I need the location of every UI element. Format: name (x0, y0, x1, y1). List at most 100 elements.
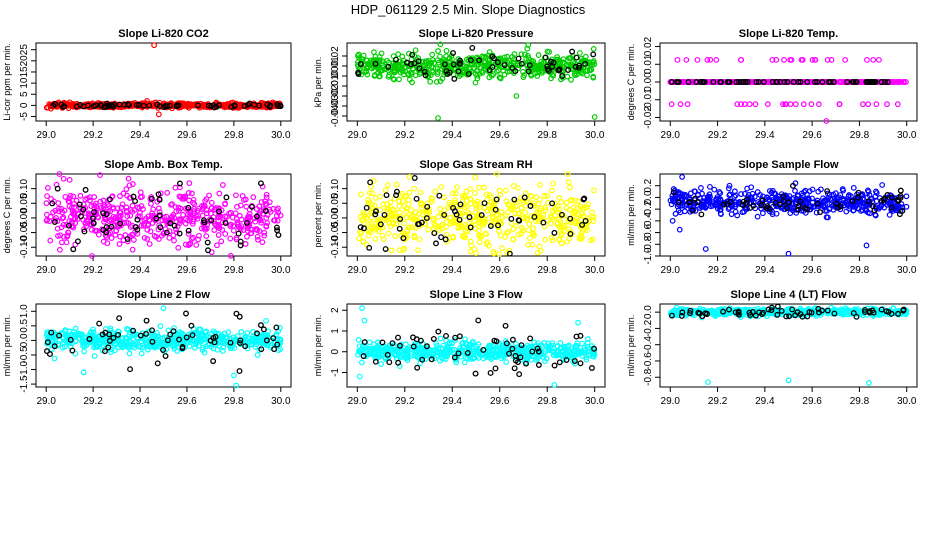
x-tick-label: 29.4 (443, 265, 463, 276)
highlight-point (125, 102, 132, 108)
outlier-point (702, 246, 709, 252)
highlight-point (372, 60, 379, 67)
highlight-point (60, 103, 67, 110)
data-point (405, 70, 412, 77)
highlight-point (235, 230, 242, 237)
highlight-point (472, 370, 479, 377)
data-point (203, 233, 210, 240)
data-point (425, 57, 432, 64)
data-point (494, 68, 500, 75)
data-point (429, 51, 436, 58)
y-tick-label: 0.0 (643, 305, 654, 319)
data-point (372, 236, 379, 242)
data-point (214, 242, 220, 249)
x-tick-label: 29.8 (224, 396, 244, 407)
highlight-point (797, 79, 804, 85)
data-point (126, 350, 133, 357)
data-point (130, 237, 137, 243)
highlight-point (70, 246, 77, 253)
data-point (505, 229, 512, 235)
y-tick-label: 5 (19, 91, 30, 97)
data-point (764, 101, 771, 108)
data-point (166, 234, 173, 241)
data-point (180, 211, 186, 218)
x-tick-label: 29.2 (708, 130, 728, 141)
outlier-point (513, 93, 520, 99)
data-point (842, 79, 848, 85)
data-point (138, 350, 145, 357)
data-point (219, 182, 226, 188)
data-point (800, 101, 807, 108)
panel-title: Slope Li-820 CO2 (118, 28, 208, 40)
y-tick-label: -0.2 (643, 319, 654, 337)
data-point (461, 359, 468, 366)
data-point (520, 68, 526, 75)
outlier-point (47, 105, 54, 112)
highlight-point (236, 368, 243, 375)
data-point (544, 48, 551, 55)
y-tick-label: -0.03 (330, 94, 341, 117)
data-point (788, 56, 795, 63)
data-point (585, 201, 591, 208)
highlight-point (849, 79, 856, 85)
data-point (51, 355, 58, 362)
highlight-point (572, 63, 579, 70)
data-point (836, 101, 843, 108)
data-point (510, 183, 517, 189)
data-point (242, 241, 249, 247)
y-tick-label: 0.00 (19, 208, 30, 228)
x-tick-label: 29.2 (708, 265, 728, 276)
data-point (434, 71, 441, 77)
data-point (146, 241, 153, 247)
plot-frame (35, 173, 292, 257)
y-tick-label: -1 (330, 368, 341, 377)
y-axis-label: degrees C per min. (2, 177, 12, 254)
highlight-point (154, 360, 161, 367)
data-point (416, 236, 423, 243)
data-point (45, 184, 51, 191)
x-tick-label: 29.4 (443, 396, 463, 407)
highlight-point (551, 229, 558, 236)
highlight-point (525, 68, 532, 75)
outlier-point (823, 118, 830, 124)
highlight-point (175, 102, 182, 109)
outlier-point (575, 319, 581, 326)
highlight-point (515, 55, 522, 62)
outlier-point (863, 242, 870, 249)
data-point (223, 101, 230, 108)
data-point (190, 234, 197, 241)
data-point (536, 243, 543, 250)
data-point (425, 226, 432, 233)
highlight-point (744, 79, 751, 85)
data-point (568, 76, 574, 83)
data-point (409, 66, 416, 73)
data-point (263, 317, 269, 324)
data-point (518, 51, 525, 58)
highlight-point (769, 79, 776, 85)
data-point (476, 239, 483, 246)
data-point (89, 253, 95, 259)
y-tick-label: 0.02 (643, 36, 654, 56)
data-point (576, 50, 583, 56)
data-point (828, 56, 835, 63)
data-point (711, 186, 718, 193)
x-tick-label: 29.8 (224, 265, 244, 276)
data-point (186, 180, 193, 187)
data-point (415, 55, 422, 61)
data-point (533, 194, 540, 201)
highlight-point (556, 359, 563, 366)
highlight-point (526, 62, 533, 69)
highlight-point (582, 61, 589, 67)
data-point (428, 64, 435, 70)
x-tick-label: 29.8 (850, 130, 870, 141)
highlight-point (549, 63, 556, 70)
x-tick-label: 30.0 (271, 265, 291, 276)
data-point (429, 67, 435, 74)
data-point (380, 58, 386, 65)
data-point (524, 45, 531, 52)
highlight-point (166, 102, 173, 109)
data-point (684, 101, 691, 108)
data-point (258, 219, 264, 226)
